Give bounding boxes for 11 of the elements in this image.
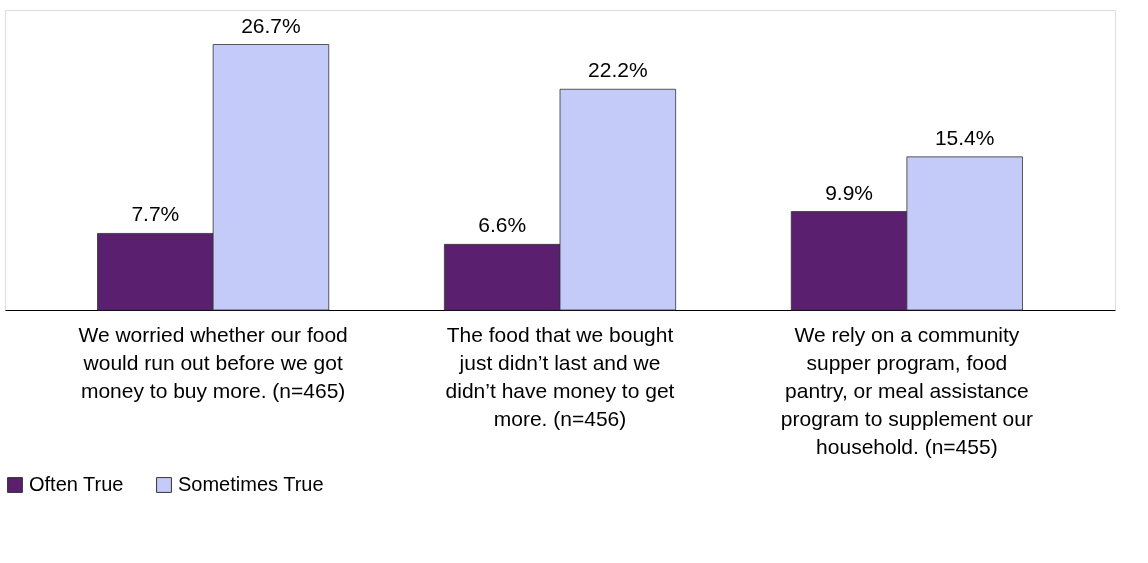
legend-label: Often True <box>29 473 124 495</box>
x-tick-label: We worried whether our food would run out before we got money to buy more. (n=465) <box>78 322 348 402</box>
x-tick-label: The food that we bought just didn’t last and we didn’t have money to get more. (n=456) <box>445 322 675 430</box>
data-label: 7.7% <box>131 202 180 226</box>
data-label: 15.4% <box>934 125 995 149</box>
data-label: 9.9% <box>825 180 873 204</box>
x-tick-label: We rely on a community supper program, food pantry, or meal assistance program to supplement our household. (n=455) <box>780 322 1033 458</box>
data-label: 6.6% <box>478 213 527 237</box>
data-label: 26.7% <box>241 13 301 37</box>
data-label: 22.2% <box>588 58 648 82</box>
legend-label: Sometimes True <box>178 473 324 495</box>
